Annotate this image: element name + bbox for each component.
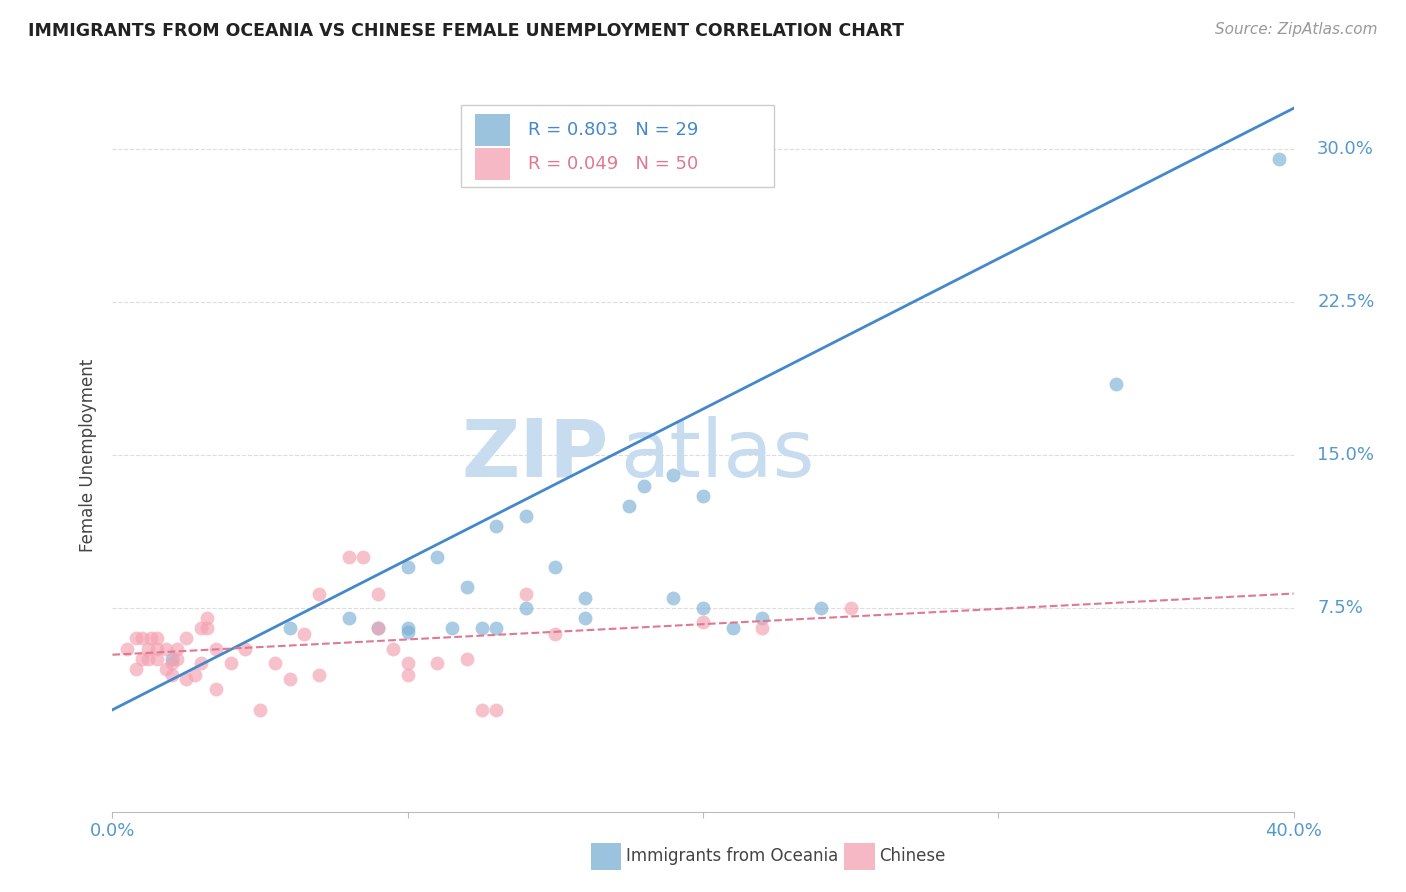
Point: [396, 668, 419, 682]
Point: [485, 519, 508, 533]
Text: Source: ZipAtlas.com: Source: ZipAtlas.com: [1215, 22, 1378, 37]
Point: [470, 703, 494, 717]
Point: [544, 560, 567, 574]
Point: [155, 641, 177, 656]
Point: [485, 703, 508, 717]
Point: [619, 499, 641, 513]
Point: [184, 668, 207, 682]
Point: [146, 632, 169, 646]
Point: [117, 641, 138, 656]
Point: [205, 682, 228, 697]
Point: [367, 586, 389, 600]
Point: [544, 627, 567, 641]
Point: [352, 549, 374, 564]
Point: [515, 586, 537, 600]
Point: [337, 549, 360, 564]
Point: [751, 611, 773, 625]
Text: atlas: atlas: [620, 416, 814, 494]
Point: [839, 600, 862, 615]
Point: [160, 668, 183, 682]
Text: Chinese: Chinese: [879, 847, 945, 865]
Text: 30.0%: 30.0%: [1317, 140, 1374, 158]
Point: [308, 668, 330, 682]
Point: [205, 641, 228, 656]
Point: [485, 621, 508, 635]
Point: [721, 621, 744, 635]
Point: [160, 652, 183, 666]
Point: [264, 656, 287, 670]
Point: [136, 652, 159, 666]
Text: Immigrants from Oceania: Immigrants from Oceania: [626, 847, 838, 865]
Point: [136, 641, 159, 656]
Point: [367, 621, 389, 635]
Point: [382, 641, 405, 656]
Point: [131, 652, 153, 666]
Point: [278, 672, 301, 686]
Point: [125, 632, 148, 646]
Point: [426, 656, 449, 670]
Bar: [475, 114, 510, 146]
Point: [396, 656, 419, 670]
Point: [1268, 153, 1291, 167]
Point: [160, 656, 183, 670]
Point: [751, 621, 773, 635]
Point: [195, 611, 218, 625]
Point: [233, 641, 256, 656]
Point: [574, 611, 596, 625]
Point: [396, 621, 419, 635]
Point: [155, 662, 177, 676]
Bar: [475, 148, 510, 180]
Y-axis label: Female Unemployment: Female Unemployment: [79, 359, 97, 551]
Point: [278, 621, 301, 635]
Text: 7.5%: 7.5%: [1317, 599, 1362, 617]
Point: [195, 621, 218, 635]
Point: [515, 509, 537, 524]
Point: [190, 621, 212, 635]
Point: [131, 632, 153, 646]
Point: [174, 672, 197, 686]
Point: [308, 586, 330, 600]
Point: [396, 560, 419, 574]
Point: [1105, 376, 1128, 391]
Point: [426, 549, 449, 564]
Point: [292, 627, 315, 641]
Point: [146, 641, 169, 656]
Point: [166, 652, 188, 666]
Point: [249, 703, 271, 717]
Point: [396, 625, 419, 640]
Point: [456, 652, 478, 666]
Text: IMMIGRANTS FROM OCEANIA VS CHINESE FEMALE UNEMPLOYMENT CORRELATION CHART: IMMIGRANTS FROM OCEANIA VS CHINESE FEMAL…: [28, 22, 904, 40]
Point: [662, 591, 685, 605]
Point: [190, 656, 212, 670]
Point: [174, 632, 197, 646]
Point: [367, 621, 389, 635]
Point: [662, 468, 685, 483]
Point: [574, 591, 596, 605]
Point: [337, 611, 360, 625]
Point: [633, 478, 655, 492]
Point: [125, 662, 148, 676]
Point: [810, 600, 832, 615]
Text: 22.5%: 22.5%: [1317, 293, 1375, 311]
Point: [692, 615, 714, 629]
Point: [219, 656, 242, 670]
Point: [139, 632, 162, 646]
Point: [456, 581, 478, 595]
Text: 15.0%: 15.0%: [1317, 446, 1374, 464]
Point: [515, 600, 537, 615]
Point: [166, 641, 188, 656]
Point: [692, 489, 714, 503]
FancyBboxPatch shape: [461, 105, 773, 187]
Point: [146, 652, 169, 666]
Point: [470, 621, 494, 635]
Text: ZIP: ZIP: [461, 416, 609, 494]
Text: R = 0.049   N = 50: R = 0.049 N = 50: [529, 155, 699, 173]
Text: R = 0.803   N = 29: R = 0.803 N = 29: [529, 121, 699, 139]
Point: [692, 600, 714, 615]
Point: [441, 621, 464, 635]
